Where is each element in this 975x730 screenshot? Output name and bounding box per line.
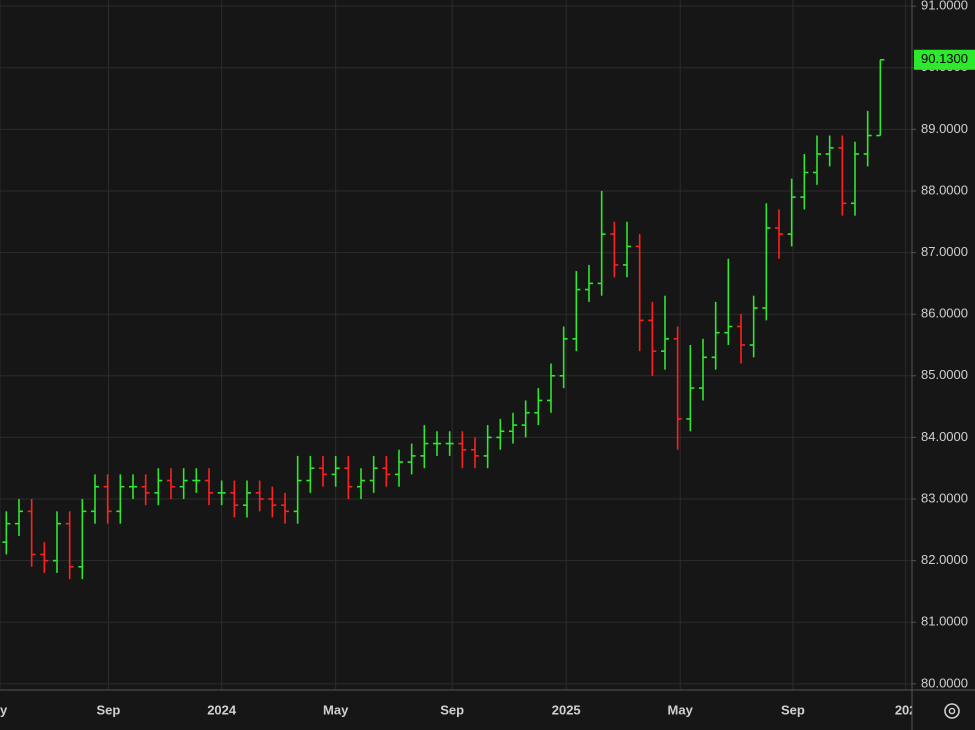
x-axis: y Sep 2024 May Sep 2025 May Sep 202	[0, 702, 917, 717]
y-tick-label: 82.0000	[921, 552, 968, 567]
grid	[0, 0, 912, 690]
y-tick-label: 91.0000	[921, 0, 968, 13]
y-tick-label: 81.0000	[921, 614, 968, 629]
y-tick-label: 88.0000	[921, 182, 968, 197]
x-tick-label: May	[323, 702, 349, 717]
bars	[2, 58, 885, 580]
y-tick-label: 83.0000	[921, 490, 968, 505]
y-tick-label: 85.0000	[921, 367, 968, 382]
x-tick-label: 202	[895, 702, 917, 717]
x-tick-label: Sep	[440, 702, 464, 717]
x-tick-label: 2024	[207, 702, 237, 717]
y-tick-label: 86.0000	[921, 306, 968, 321]
x-tick-label: 2025	[552, 702, 581, 717]
last-price-box	[914, 49, 975, 70]
settings-icon[interactable]	[944, 703, 960, 719]
x-tick-label: May	[668, 702, 694, 717]
y-tick-label: 89.0000	[921, 121, 968, 136]
x-tick-label: Sep	[781, 702, 805, 717]
y-axis: 80.0000 81.0000 82.0000 83.0000 84.0000 85.00…	[912, 0, 975, 690]
y-tick-label: 84.0000	[921, 429, 968, 444]
last-price-label: 90.1300	[921, 51, 968, 66]
gear-ring	[944, 703, 960, 719]
gear-hub	[948, 707, 956, 715]
x-tick-label: y	[0, 702, 8, 717]
x-tick-label: Sep	[97, 702, 121, 717]
y-tick-label: 87.0000	[921, 244, 968, 259]
y-tick-label: 80.0000	[921, 675, 968, 690]
